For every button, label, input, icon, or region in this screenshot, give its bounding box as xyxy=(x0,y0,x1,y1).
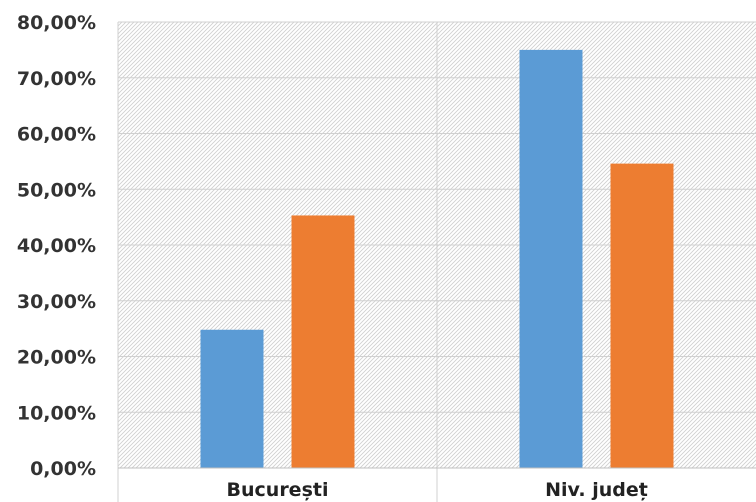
y-tick-label: 0,00% xyxy=(30,458,96,480)
y-tick-label: 10,00% xyxy=(17,402,96,424)
bars xyxy=(200,49,674,469)
y-tick-label: 50,00% xyxy=(17,179,96,201)
x-category-label: Niv. județ xyxy=(545,479,648,501)
bar-series-1-1 xyxy=(200,329,264,468)
bar-series-2-2 xyxy=(610,163,674,469)
y-tick-label: 40,00% xyxy=(17,235,96,257)
bar-series-1-2 xyxy=(519,49,583,468)
axes xyxy=(117,22,756,502)
bar-series-2-1 xyxy=(291,215,355,468)
y-tick-label: 60,00% xyxy=(17,124,96,146)
x-category-label: București xyxy=(227,479,329,501)
y-tick-label: 20,00% xyxy=(17,347,96,369)
x-axis-categories: București Niv. județ xyxy=(227,479,648,501)
y-axis-ticks: 0,00% 10,00% 20,00% 30,00% 40,00% 50,00% 60,00… xyxy=(17,12,96,480)
y-tick-label: 80,00% xyxy=(17,12,96,34)
y-tick-label: 70,00% xyxy=(17,68,96,90)
y-tick-label: 30,00% xyxy=(17,291,96,313)
